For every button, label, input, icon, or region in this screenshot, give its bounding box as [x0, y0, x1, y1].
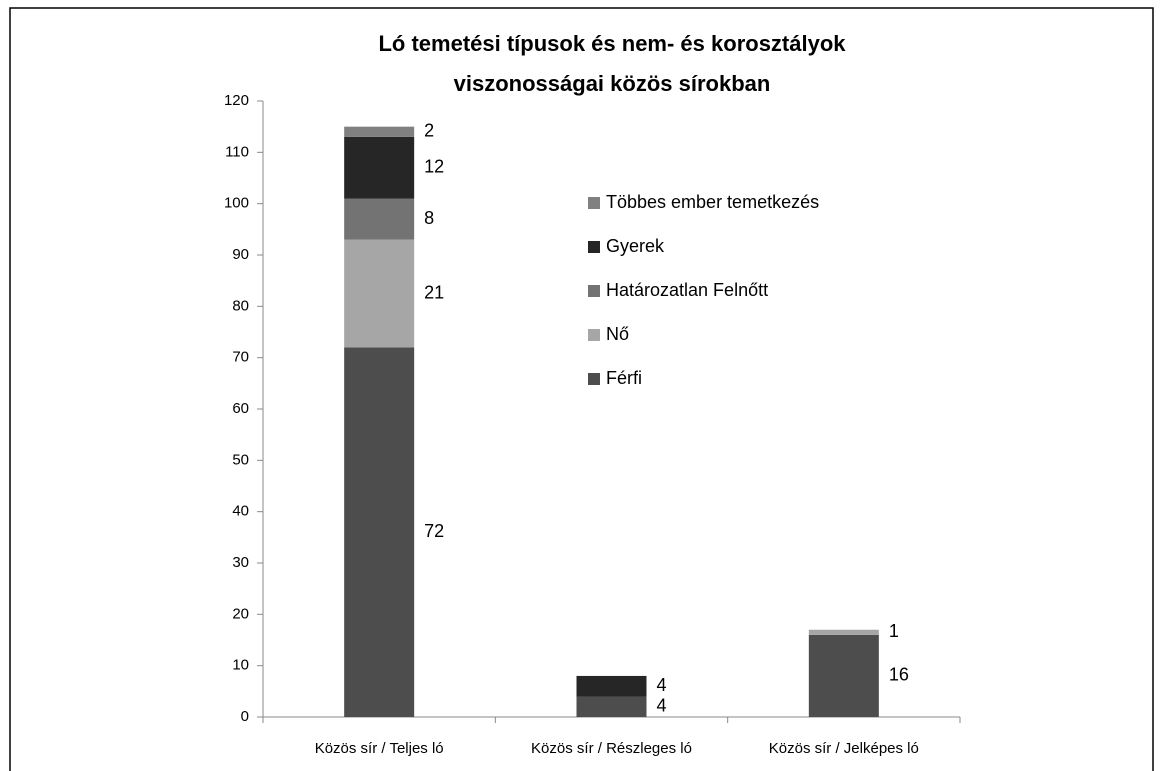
x-tick-label: Közös sír / Teljes ló [315, 740, 444, 757]
data-label: 16 [889, 665, 909, 685]
y-tick-label: 60 [232, 400, 249, 417]
y-tick-label: 30 [232, 554, 249, 571]
legend-swatch [588, 241, 600, 253]
frame [9, 7, 1154, 771]
bar-segment [576, 696, 647, 717]
data-label: 4 [657, 695, 667, 715]
bar-segment [344, 136, 415, 199]
legend-label: Nő [606, 324, 629, 344]
data-label: 2 [424, 121, 434, 141]
legend-swatch [588, 285, 600, 297]
chart-title: viszonosságai közös sírokban [454, 71, 771, 96]
data-label: 4 [657, 675, 667, 695]
y-tick-label: 50 [232, 451, 249, 468]
legend-label: Többes ember temetkezés [606, 192, 819, 212]
bar-segment [344, 239, 415, 348]
y-tick-label: 40 [232, 503, 249, 520]
data-label: 21 [424, 282, 444, 302]
x-tick-label: Közös sír / Részleges ló [531, 740, 692, 757]
y-tick-label: 0 [241, 708, 249, 725]
bar-segment [344, 347, 415, 717]
data-label: 1 [889, 621, 899, 641]
data-label: 12 [424, 156, 444, 176]
legend-swatch [588, 373, 600, 385]
bar-segment [808, 629, 879, 635]
y-tick-label: 70 [232, 349, 249, 366]
legend-label: Férfi [606, 368, 642, 388]
y-tick-label: 110 [225, 143, 249, 160]
y-tick-label: 100 [224, 195, 249, 212]
bar-segment [576, 675, 647, 697]
bar-segment [344, 126, 415, 137]
legend-label: Gyerek [606, 236, 665, 256]
y-tick-label: 80 [232, 297, 249, 314]
y-tick-label: 20 [232, 605, 249, 622]
legend-label: Határozatlan Felnőtt [606, 280, 768, 300]
y-tick-label: 120 [224, 92, 249, 109]
legend-swatch [588, 329, 600, 341]
data-label: 8 [424, 208, 434, 228]
y-tick-label: 10 [232, 657, 249, 674]
chart-title: Ló temetési típusok és nem- és korosztál… [378, 31, 846, 56]
bar-segment [344, 198, 415, 240]
bar-segment [808, 634, 879, 717]
y-tick-label: 90 [232, 246, 249, 263]
data-label: 72 [424, 521, 444, 541]
x-tick-label: Közös sír / Jelképes ló [769, 740, 919, 757]
legend-swatch [588, 197, 600, 209]
